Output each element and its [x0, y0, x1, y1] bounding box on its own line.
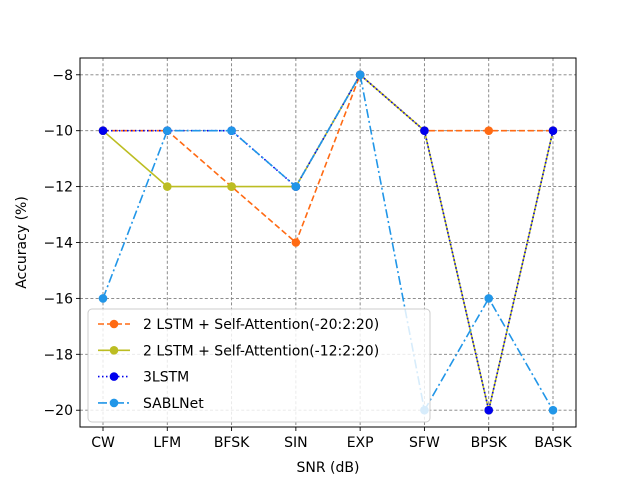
y-tick-label: −14 [43, 236, 73, 252]
data-point [162, 126, 172, 135]
legend-label: 3LSTM [143, 370, 189, 386]
x-tick-label: SFW [409, 435, 440, 451]
x-tick-label: BASK [534, 435, 572, 451]
x-tick-label: CW [91, 435, 115, 451]
legend-swatch-marker [109, 398, 119, 408]
x-axis-label: SNR (dB) [297, 460, 360, 476]
x-tick-label: BFSK [214, 435, 250, 451]
x-tick-label: SIN [284, 435, 308, 451]
data-point [548, 405, 558, 415]
x-tick-label: LFM [153, 435, 181, 451]
data-point [98, 126, 108, 135]
data-point [227, 182, 236, 191]
y-tick-label: −10 [43, 124, 73, 140]
legend: 2 LSTM + Self-Attention(-20:2:20) 2 LSTM … [87, 308, 431, 423]
y-tick-label: −18 [43, 347, 73, 363]
data-point [291, 238, 301, 247]
legend-label: 2 LSTM + Self-Attention(-20:2:20) [143, 317, 379, 333]
axis-ticks: CW LFM BFSK SIN EXP SFW BPSK BASK −8 −10 −12 −14 −16… [43, 68, 572, 451]
series-line-4 [102, 72, 554, 413]
data-point [484, 126, 494, 135]
y-tick-label: −12 [43, 180, 73, 196]
data-point [484, 405, 494, 415]
y-tick-label: −16 [43, 291, 73, 307]
data-point [355, 70, 365, 80]
y-axis-label: Accuracy (%) [14, 196, 30, 289]
x-tick-label: EXP [347, 435, 374, 451]
legend-label: SABLNet [143, 396, 204, 412]
data-point [484, 294, 494, 303]
data-point [227, 126, 236, 135]
x-tick-label: BPSK [471, 435, 508, 451]
legend-swatch-marker [109, 319, 119, 329]
data-point [162, 182, 172, 191]
legend-box [87, 308, 431, 423]
legend-swatch-marker [109, 346, 119, 355]
legend-label: 2 LSTM + Self-Attention(-12:2:20) [143, 343, 379, 359]
data-point [291, 182, 301, 191]
series-line-1 [103, 73, 553, 244]
y-tick-label: −8 [52, 68, 73, 84]
data-point [420, 126, 429, 135]
data-point [98, 294, 108, 303]
legend-swatch-marker [109, 372, 119, 381]
y-tick-label: −20 [43, 403, 73, 419]
data-point [548, 126, 558, 135]
